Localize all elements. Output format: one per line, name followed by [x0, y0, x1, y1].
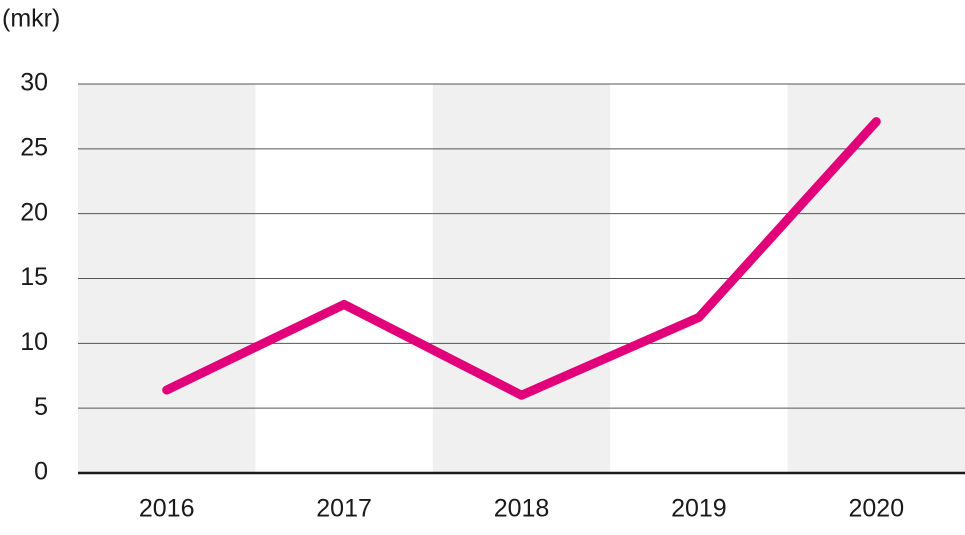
x-tick-label: 2019	[671, 495, 727, 523]
x-tick-label: 2016	[139, 495, 195, 523]
x-tick-label: 2018	[494, 495, 550, 523]
y-tick-label: 0	[34, 458, 48, 486]
y-tick-label: 30	[20, 69, 48, 97]
y-tick-label: 10	[20, 328, 48, 356]
y-tick-label: 20	[20, 198, 48, 226]
y-tick-label: 15	[20, 263, 48, 291]
data-line	[162, 117, 881, 400]
y-axis-label: (mkr)	[2, 5, 60, 33]
x-tick-label: 2020	[848, 495, 904, 523]
y-tick-label: 5	[34, 393, 48, 421]
y-tick-label: 25	[20, 133, 48, 161]
x-tick-label: 2017	[316, 495, 372, 523]
